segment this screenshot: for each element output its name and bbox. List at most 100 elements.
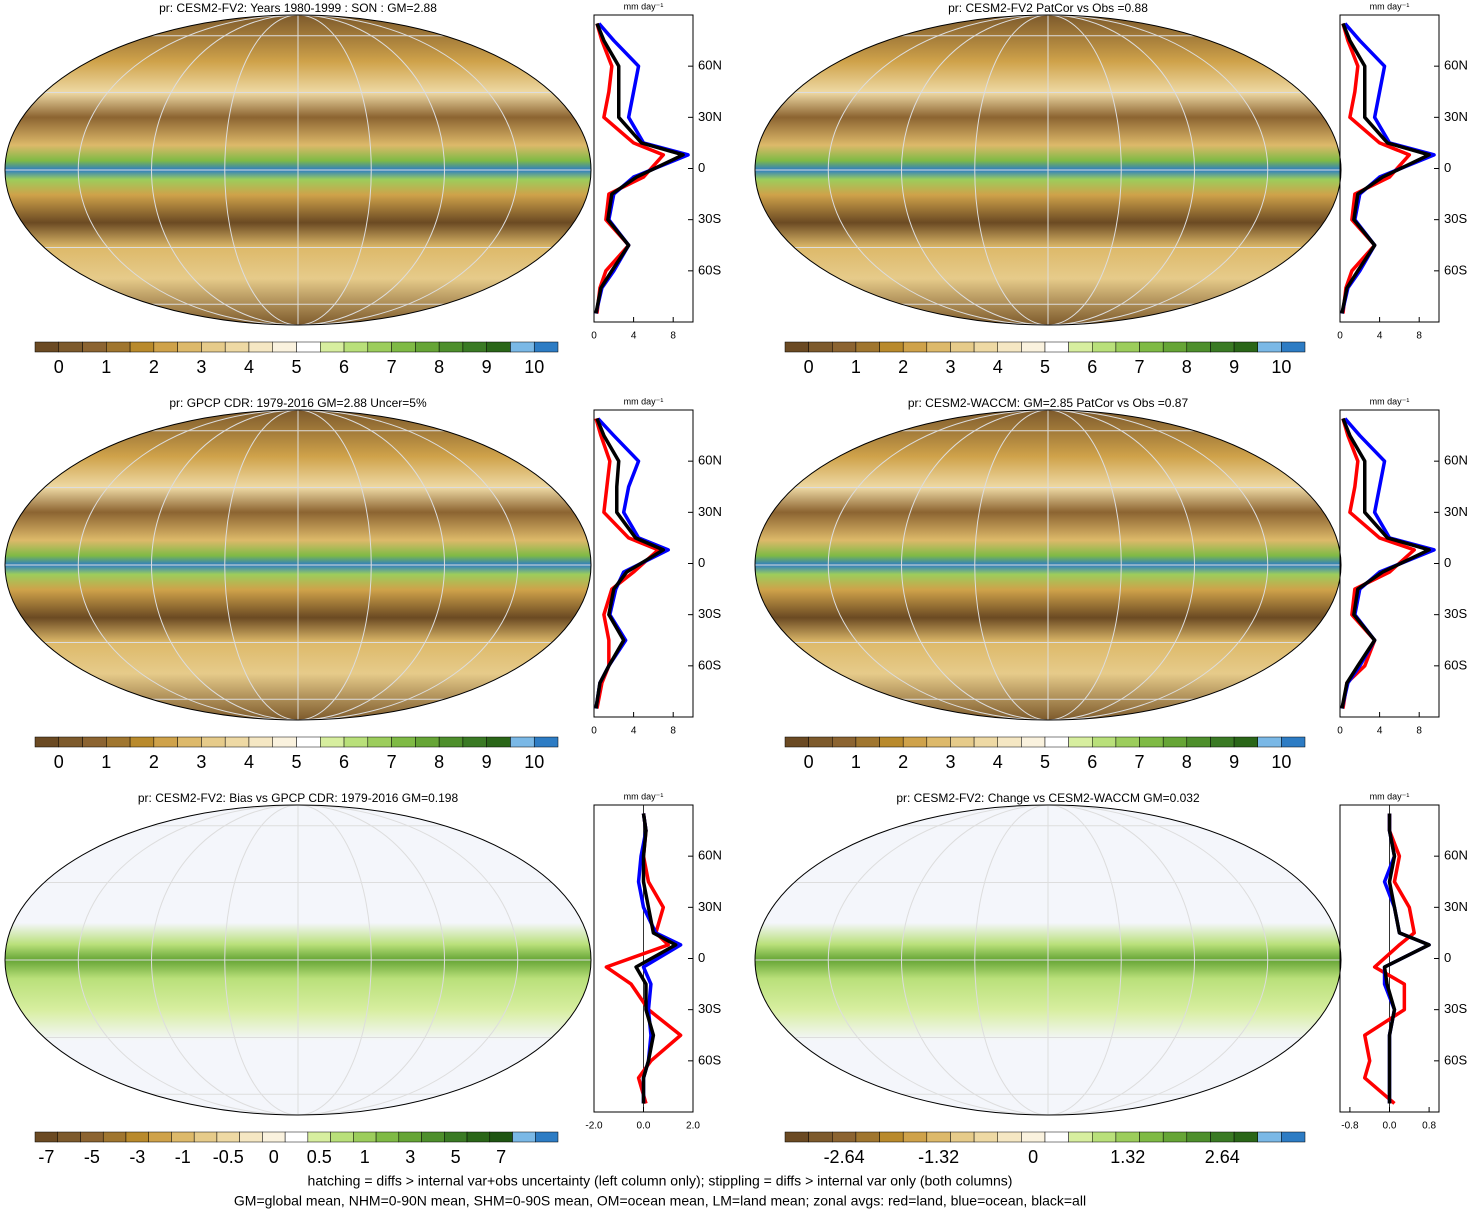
colorbar-box — [855, 341, 880, 353]
colorbar-box — [926, 341, 951, 353]
colorbar-label: -1.32 — [918, 1147, 959, 1167]
map — [754, 804, 1342, 1116]
y-tick-label: 30N — [1444, 899, 1468, 914]
colorbar-box — [438, 736, 464, 748]
colorbar-label: 5 — [291, 752, 301, 772]
colorbar-label: 8 — [434, 357, 444, 377]
zonal-line — [1340, 417, 1436, 709]
colorbar-box — [1044, 341, 1069, 353]
x-tick-label: 4 — [1377, 331, 1383, 342]
colorbar-box — [129, 736, 155, 748]
colorbar-box — [1021, 341, 1046, 353]
colorbar-box — [330, 1131, 354, 1143]
colorbar-box — [1139, 1131, 1164, 1143]
colorbar-label: 8 — [1182, 752, 1192, 772]
colorbar-label: 1.32 — [1110, 1147, 1145, 1167]
colorbar-box — [832, 341, 857, 353]
colorbar-box — [421, 1131, 445, 1143]
colorbar-box — [34, 736, 60, 748]
colorbar-box — [1233, 1131, 1258, 1143]
colorbar-box — [1257, 341, 1282, 353]
colorbar-box — [57, 1131, 81, 1143]
colorbar-box — [462, 341, 487, 353]
colorbar-box — [1281, 736, 1306, 748]
colorbar-box — [201, 341, 226, 353]
map-border — [754, 14, 1342, 326]
footer-line: GM=global mean, NHM=0-90N mean, SHM=0-90… — [234, 1193, 1086, 1209]
x-tick-label: 0.0 — [1383, 1121, 1397, 1132]
colorbar-box — [415, 736, 440, 748]
colorbar-label: 7 — [1135, 752, 1145, 772]
colorbar-box — [307, 1131, 331, 1143]
colorbar-label: 2 — [898, 357, 908, 377]
colorbar-box — [193, 1131, 218, 1143]
panel-title: pr: CESM2-FV2: Change vs CESM2-WACCM GM=… — [896, 791, 1200, 805]
y-tick-label: 30N — [1444, 109, 1468, 124]
colorbar-box — [879, 736, 904, 748]
colorbar-box — [296, 736, 321, 748]
colorbar-box — [1092, 736, 1117, 748]
colorbar-box — [1021, 1131, 1046, 1143]
map — [754, 409, 1342, 721]
colorbar-label: 1 — [360, 1147, 370, 1167]
colorbar-label: 8 — [434, 752, 444, 772]
colorbar-label: 0 — [804, 357, 814, 377]
zonal-unit: mm day⁻¹ — [1370, 791, 1410, 801]
colorbar-box — [177, 341, 202, 353]
colorbar-label: 4 — [244, 357, 254, 377]
colorbar-box — [1092, 1131, 1117, 1143]
colorbar-box — [1281, 341, 1306, 353]
colorbar-box — [248, 736, 273, 748]
y-tick-label: 0 — [1444, 160, 1451, 175]
colorbar-box — [1044, 1131, 1069, 1143]
y-tick-label: 0 — [1444, 950, 1451, 965]
y-tick-label: 30S — [698, 1001, 721, 1016]
colorbar-box — [808, 1131, 833, 1143]
colorbar-box — [855, 736, 880, 748]
x-tick-label: 8 — [670, 331, 676, 342]
colorbar-label: 7 — [387, 357, 397, 377]
y-tick-label: 30N — [1444, 504, 1468, 519]
colorbar-label: 5 — [1040, 357, 1050, 377]
zonal-unit: mm day⁻¹ — [624, 1, 664, 11]
y-tick-label: 30S — [698, 211, 721, 226]
colorbar-box — [129, 341, 155, 353]
colorbar-box — [902, 1131, 928, 1143]
colorbar-box — [1139, 341, 1164, 353]
y-tick-label: 60N — [698, 58, 722, 73]
colorbar-box — [1257, 1131, 1282, 1143]
zonal-line — [594, 418, 661, 709]
colorbar-box — [997, 736, 1022, 748]
colorbar-box — [1210, 736, 1235, 748]
colorbar-box — [153, 736, 178, 748]
colorbar-box — [973, 341, 998, 353]
y-tick-label: 60S — [698, 262, 721, 277]
colorbar-label: 4 — [993, 752, 1003, 772]
colorbar-box — [535, 1131, 559, 1143]
colorbar-box — [391, 341, 416, 353]
colorbar-box — [784, 341, 809, 353]
zonal-line — [1340, 22, 1436, 314]
panel-title: pr: CESM2-WACCM: GM=2.85 PatCor vs Obs =… — [908, 396, 1189, 410]
y-tick-label: 30S — [1444, 211, 1467, 226]
map — [4, 409, 592, 721]
colorbar-box — [239, 1131, 263, 1143]
colorbar-box — [533, 341, 559, 353]
colorbar-box — [106, 736, 131, 748]
colorbar-label: -7 — [38, 1147, 54, 1167]
x-tick-label: 0.0 — [637, 1121, 651, 1132]
colorbar-label: 1 — [851, 752, 861, 772]
colorbar-box — [391, 736, 416, 748]
colorbar-label: 5 — [1040, 752, 1050, 772]
colorbar-box — [262, 1131, 286, 1143]
colorbar-label: 1 — [101, 752, 111, 772]
colorbar-label: -0.5 — [213, 1147, 244, 1167]
colorbar-label: -5 — [84, 1147, 100, 1167]
colorbar-label: 9 — [482, 752, 492, 772]
colorbar-box — [148, 1131, 172, 1143]
colorbar-box — [1115, 1131, 1140, 1143]
colorbar-box — [1162, 736, 1188, 748]
y-tick-label: 60S — [1444, 657, 1467, 672]
map-border — [4, 804, 592, 1116]
